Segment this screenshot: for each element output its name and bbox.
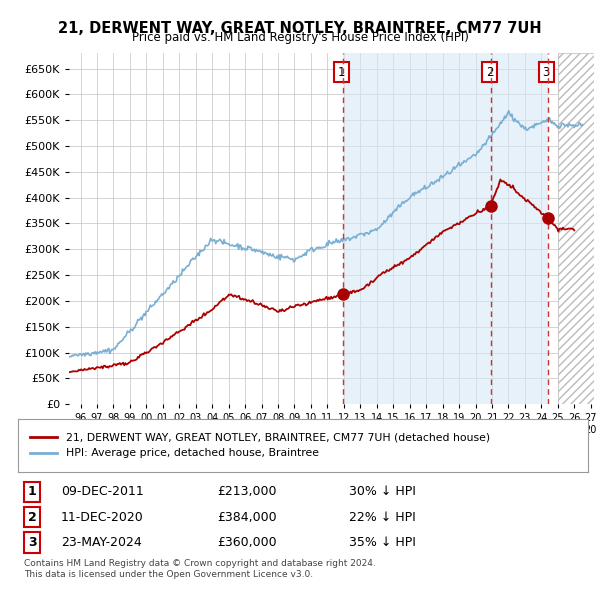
Text: 09-DEC-2011: 09-DEC-2011: [61, 486, 143, 499]
Text: 2: 2: [486, 66, 493, 79]
Text: 30% ↓ HPI: 30% ↓ HPI: [349, 486, 415, 499]
Text: 23-MAY-2024: 23-MAY-2024: [61, 536, 142, 549]
Text: 21, DERWENT WAY, GREAT NOTLEY, BRAINTREE, CM77 7UH: 21, DERWENT WAY, GREAT NOTLEY, BRAINTREE…: [58, 21, 542, 35]
Text: 11-DEC-2020: 11-DEC-2020: [61, 510, 143, 524]
Text: 3: 3: [542, 66, 550, 79]
Text: 35% ↓ HPI: 35% ↓ HPI: [349, 536, 415, 549]
Text: Price paid vs. HM Land Registry's House Price Index (HPI): Price paid vs. HM Land Registry's House …: [131, 31, 469, 44]
Text: £213,000: £213,000: [218, 486, 277, 499]
Text: Contains HM Land Registry data © Crown copyright and database right 2024.
This d: Contains HM Land Registry data © Crown c…: [24, 559, 376, 579]
Text: 3: 3: [28, 536, 37, 549]
Text: 1: 1: [28, 486, 37, 499]
Bar: [343, 53, 548, 404]
Text: £360,000: £360,000: [218, 536, 277, 549]
Text: 22% ↓ HPI: 22% ↓ HPI: [349, 510, 415, 524]
Legend: 21, DERWENT WAY, GREAT NOTLEY, BRAINTREE, CM77 7UH (detached house), HPI: Averag: 21, DERWENT WAY, GREAT NOTLEY, BRAINTREE…: [23, 426, 496, 465]
Bar: [558, 53, 599, 404]
Text: 1: 1: [338, 66, 345, 79]
Text: £384,000: £384,000: [218, 510, 277, 524]
Text: 2: 2: [28, 510, 37, 524]
